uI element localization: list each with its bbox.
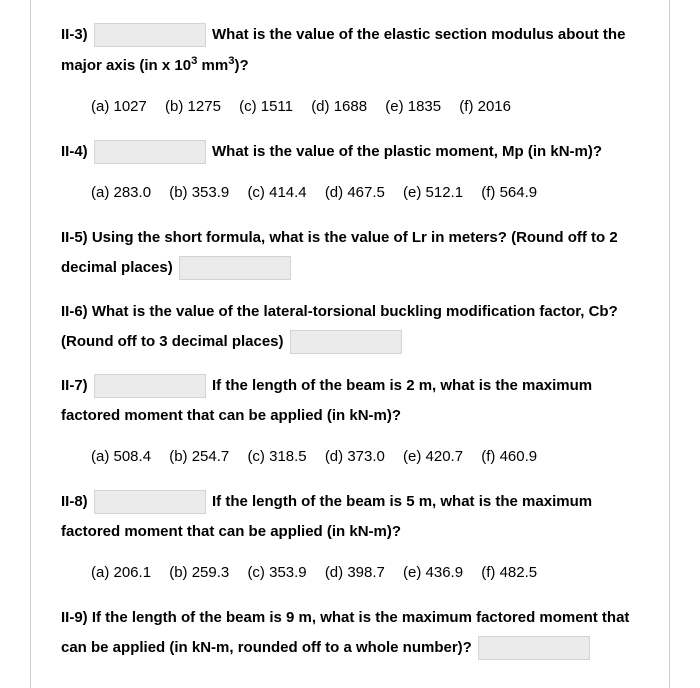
- question-text-part2: mm: [197, 57, 228, 74]
- choice-f: (f) 482.5: [481, 561, 537, 585]
- choices-ii-8: (a) 206.1 (b) 259.3 (c) 353.9 (d) 398.7 …: [91, 561, 639, 585]
- answer-input-ii-3[interactable]: [94, 23, 206, 47]
- choice-c: (c) 1511: [239, 95, 293, 119]
- choice-d: (d) 467.5: [325, 181, 385, 205]
- question-id: II-7): [61, 377, 88, 394]
- choice-d: (d) 1688: [311, 95, 367, 119]
- choice-e: (e) 436.9: [403, 561, 463, 585]
- page-outer: II-3) What is the value of the elastic s…: [0, 0, 700, 688]
- choices-ii-3: (a) 1027 (b) 1275 (c) 1511 (d) 1688 (e) …: [91, 95, 639, 119]
- question-ii-6: II-6) What is the value of the lateral-t…: [61, 297, 639, 357]
- question-id: II-9): [61, 609, 88, 626]
- choice-b: (b) 254.7: [169, 445, 229, 469]
- question-id: II-4): [61, 143, 88, 160]
- choice-c: (c) 353.9: [247, 561, 306, 585]
- choice-b: (b) 1275: [165, 95, 221, 119]
- choice-a: (a) 508.4: [91, 445, 151, 469]
- answer-input-ii-5[interactable]: [179, 256, 291, 280]
- choice-d: (d) 373.0: [325, 445, 385, 469]
- question-text: Using the short formula, what is the val…: [61, 229, 618, 276]
- question-text-part3: )?: [234, 57, 248, 74]
- question-id: II-8): [61, 493, 88, 510]
- choice-a: (a) 206.1: [91, 561, 151, 585]
- answer-input-ii-6[interactable]: [290, 330, 402, 354]
- answer-input-ii-8[interactable]: [94, 490, 206, 514]
- question-ii-9: II-9) If the length of the beam is 9 m, …: [61, 603, 639, 663]
- choice-c: (c) 318.5: [247, 445, 306, 469]
- choice-b: (b) 259.3: [169, 561, 229, 585]
- question-id: II-3): [61, 26, 88, 43]
- answer-input-ii-7[interactable]: [94, 374, 206, 398]
- choice-f: (f) 2016: [459, 95, 511, 119]
- question-ii-3: II-3) What is the value of the elastic s…: [61, 20, 639, 81]
- choice-a: (a) 1027: [91, 95, 147, 119]
- choice-e: (e) 512.1: [403, 181, 463, 205]
- choice-e: (e) 1835: [385, 95, 441, 119]
- choice-d: (d) 398.7: [325, 561, 385, 585]
- question-id: II-5): [61, 229, 88, 246]
- content-frame: II-3) What is the value of the elastic s…: [30, 0, 670, 688]
- choice-a: (a) 283.0: [91, 181, 151, 205]
- question-ii-7: II-7) If the length of the beam is 2 m, …: [61, 371, 639, 431]
- choice-f: (f) 564.9: [481, 181, 537, 205]
- question-ii-4: II-4) What is the value of the plastic m…: [61, 137, 639, 167]
- question-text: What is the value of the plastic moment,…: [212, 143, 602, 160]
- question-id: II-6): [61, 303, 88, 320]
- choice-f: (f) 460.9: [481, 445, 537, 469]
- answer-input-ii-9[interactable]: [478, 636, 590, 660]
- choice-b: (b) 353.9: [169, 181, 229, 205]
- question-ii-5: II-5) Using the short formula, what is t…: [61, 223, 639, 283]
- choices-ii-7: (a) 508.4 (b) 254.7 (c) 318.5 (d) 373.0 …: [91, 445, 639, 469]
- choices-ii-4: (a) 283.0 (b) 353.9 (c) 414.4 (d) 467.5 …: [91, 181, 639, 205]
- answer-input-ii-4[interactable]: [94, 140, 206, 164]
- question-ii-8: II-8) If the length of the beam is 5 m, …: [61, 487, 639, 547]
- choice-c: (c) 414.4: [247, 181, 306, 205]
- choice-e: (e) 420.7: [403, 445, 463, 469]
